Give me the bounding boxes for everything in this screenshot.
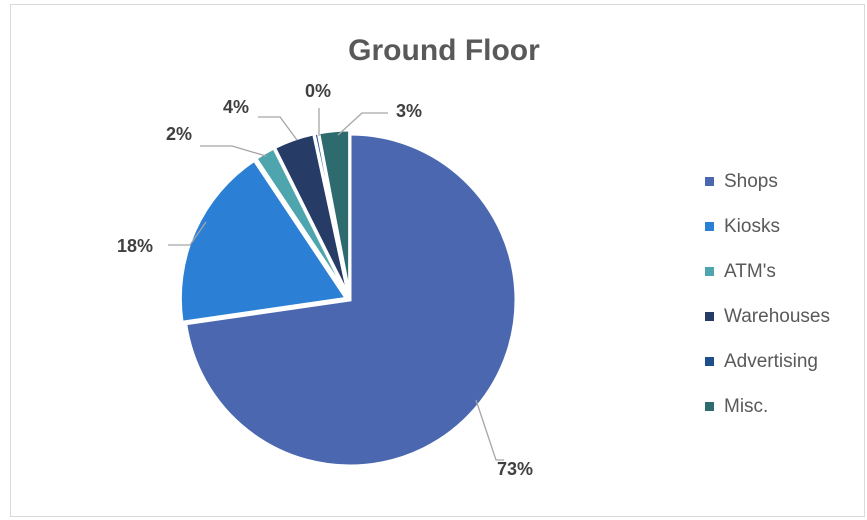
data-label: 18% (117, 236, 153, 256)
legend: Shops Kiosks ATM's Warehouses Advertising Mis… (705, 171, 830, 417)
legend-label: Shops (724, 171, 778, 192)
pie-slice-kiosks (178, 158, 349, 324)
data-label: 0% (305, 81, 331, 101)
leader-line (258, 116, 298, 141)
leader-line (168, 221, 207, 246)
leader-line (200, 145, 267, 157)
leader-line (475, 399, 504, 461)
legend-swatch (705, 402, 714, 411)
legend-swatch (705, 312, 714, 321)
data-label: 4% (223, 97, 249, 117)
legend-swatch (705, 357, 714, 366)
legend-swatch (705, 222, 714, 231)
legend-swatch (705, 267, 714, 276)
legend-label: Kiosks (724, 216, 780, 237)
data-labels: 73% 18% 2% 4% 0% 3% (117, 81, 533, 479)
leader-line (337, 112, 388, 136)
chart-title: Ground Floor (348, 34, 540, 67)
legend-label: Warehouses (724, 306, 830, 327)
data-label: 2% (166, 124, 192, 144)
legend-label: Advertising (724, 351, 818, 372)
legend-label: Misc. (724, 396, 768, 417)
leader-lines (168, 108, 504, 461)
pie-slices (178, 128, 518, 468)
legend-label: ATM's (724, 261, 776, 282)
pie-slice-shops (184, 132, 518, 468)
data-label: 3% (396, 101, 422, 121)
legend-swatch (705, 177, 714, 186)
data-label: 73% (497, 459, 533, 479)
